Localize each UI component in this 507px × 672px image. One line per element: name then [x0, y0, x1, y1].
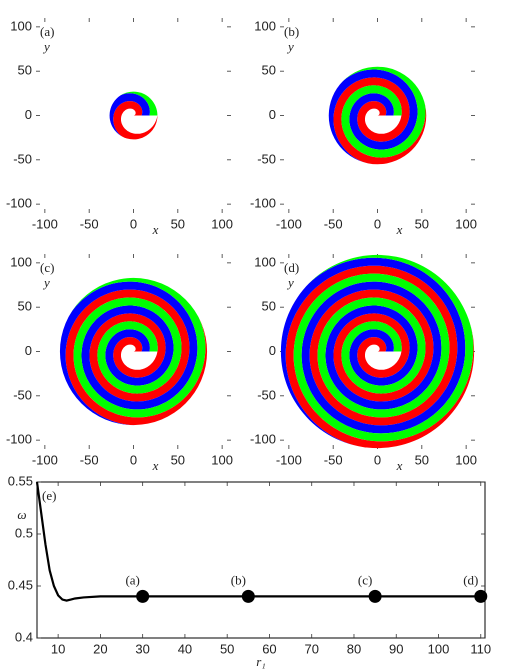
x-tick-label: 60	[262, 641, 276, 656]
x-tick-label: 50	[220, 641, 234, 656]
spiral	[328, 66, 427, 165]
x-axis-label: r₁	[256, 654, 266, 669]
y-tick-label: -50	[13, 151, 32, 166]
y-tick-label: 100	[10, 254, 32, 269]
x-tick-label: -100	[276, 216, 302, 231]
y-tick-label: 0	[269, 343, 276, 358]
marker-label: (b)	[231, 572, 246, 587]
x-tick-label: 10	[51, 641, 65, 656]
y-tick-label: 100	[10, 18, 32, 33]
y-tick-label: 0.55	[8, 473, 33, 488]
marker-label: (d)	[463, 572, 478, 587]
marker-label: (c)	[358, 572, 372, 587]
x-tick-label: 50	[415, 452, 429, 467]
x-axis-label: x	[396, 222, 403, 237]
x-axis-label: x	[152, 458, 159, 473]
y-axis-label: y	[42, 39, 50, 54]
spiral-arm	[109, 91, 158, 140]
y-tick-label: 50	[262, 63, 276, 78]
x-tick-label: 20	[93, 641, 107, 656]
marker	[241, 589, 255, 603]
x-tick-label: 100	[455, 452, 477, 467]
x-tick-label: 110	[470, 641, 491, 656]
marker-label: (a)	[125, 572, 139, 587]
x-axis-label: x	[396, 458, 403, 473]
y-tick-label: 0.5	[15, 525, 33, 540]
x-tick-label: -100	[276, 452, 302, 467]
y-tick-label: 0	[25, 343, 32, 358]
x-tick-label: 50	[171, 216, 185, 231]
x-tick-label: 100	[211, 216, 233, 231]
spiral-arm	[328, 66, 427, 165]
axes-frame	[36, 481, 486, 639]
marker	[474, 589, 488, 603]
line	[35, 481, 481, 602]
x-tick-label: 50	[415, 216, 429, 231]
x-tick-label: 30	[135, 641, 149, 656]
y-tick-label: 50	[18, 63, 32, 78]
x-tick-label: 100	[211, 452, 233, 467]
y-tick-label: -100	[250, 432, 276, 447]
y-tick-label: 0.45	[8, 577, 33, 592]
y-tick-label: -100	[6, 196, 32, 211]
y-axis-label: ω	[17, 507, 26, 522]
x-tick-label: 100	[455, 216, 477, 231]
y-tick-label: -100	[250, 196, 276, 211]
y-axis-label: y	[286, 39, 294, 54]
panel-label: (a)	[40, 24, 54, 39]
x-tick-label: 40	[178, 641, 192, 656]
x-tick-label: 50	[171, 452, 185, 467]
x-tick-label: -50	[324, 452, 343, 467]
y-tick-label: -50	[13, 387, 32, 402]
panel-label: (e)	[42, 488, 56, 503]
x-tick-label: 0	[374, 216, 381, 231]
y-tick-label: 0	[269, 107, 276, 122]
y-tick-label: 0.4	[15, 629, 33, 644]
y-axis-label: y	[42, 275, 50, 290]
y-tick-label: 0	[25, 107, 32, 122]
y-tick-label: 50	[262, 299, 276, 314]
spiral-arm	[328, 66, 427, 165]
x-tick-label: 0	[130, 216, 137, 231]
x-tick-label: 0	[130, 452, 137, 467]
spiral-arm	[109, 91, 158, 140]
x-tick-label: -50	[80, 216, 99, 231]
x-tick-label: 90	[389, 641, 403, 656]
x-tick-label: -100	[32, 452, 58, 467]
y-tick-label: 100	[254, 18, 276, 33]
y-tick-label: -50	[257, 387, 276, 402]
x-tick-label: 80	[347, 641, 361, 656]
panel-label: (c)	[40, 260, 54, 275]
x-tick-label: 100	[428, 641, 450, 656]
panel-label: (d)	[284, 260, 299, 275]
marker	[368, 589, 382, 603]
marker	[136, 589, 150, 603]
x-tick-label: -50	[324, 216, 343, 231]
y-tick-label: -100	[6, 432, 32, 447]
x-tick-label: 70	[304, 641, 318, 656]
spiral-arm	[59, 277, 208, 426]
x-tick-label: -50	[80, 452, 99, 467]
x-tick-label: -100	[32, 216, 58, 231]
y-tick-label: 50	[18, 299, 32, 314]
panel-label: (b)	[284, 24, 299, 39]
y-tick-label: 100	[254, 254, 276, 269]
spiral-arm	[328, 66, 427, 165]
x-tick-label: 0	[374, 452, 381, 467]
spiral	[109, 91, 158, 140]
x-axis-label: x	[152, 222, 159, 237]
y-axis-label: y	[286, 275, 294, 290]
spiral-arm	[109, 91, 158, 140]
y-tick-label: -50	[257, 151, 276, 166]
